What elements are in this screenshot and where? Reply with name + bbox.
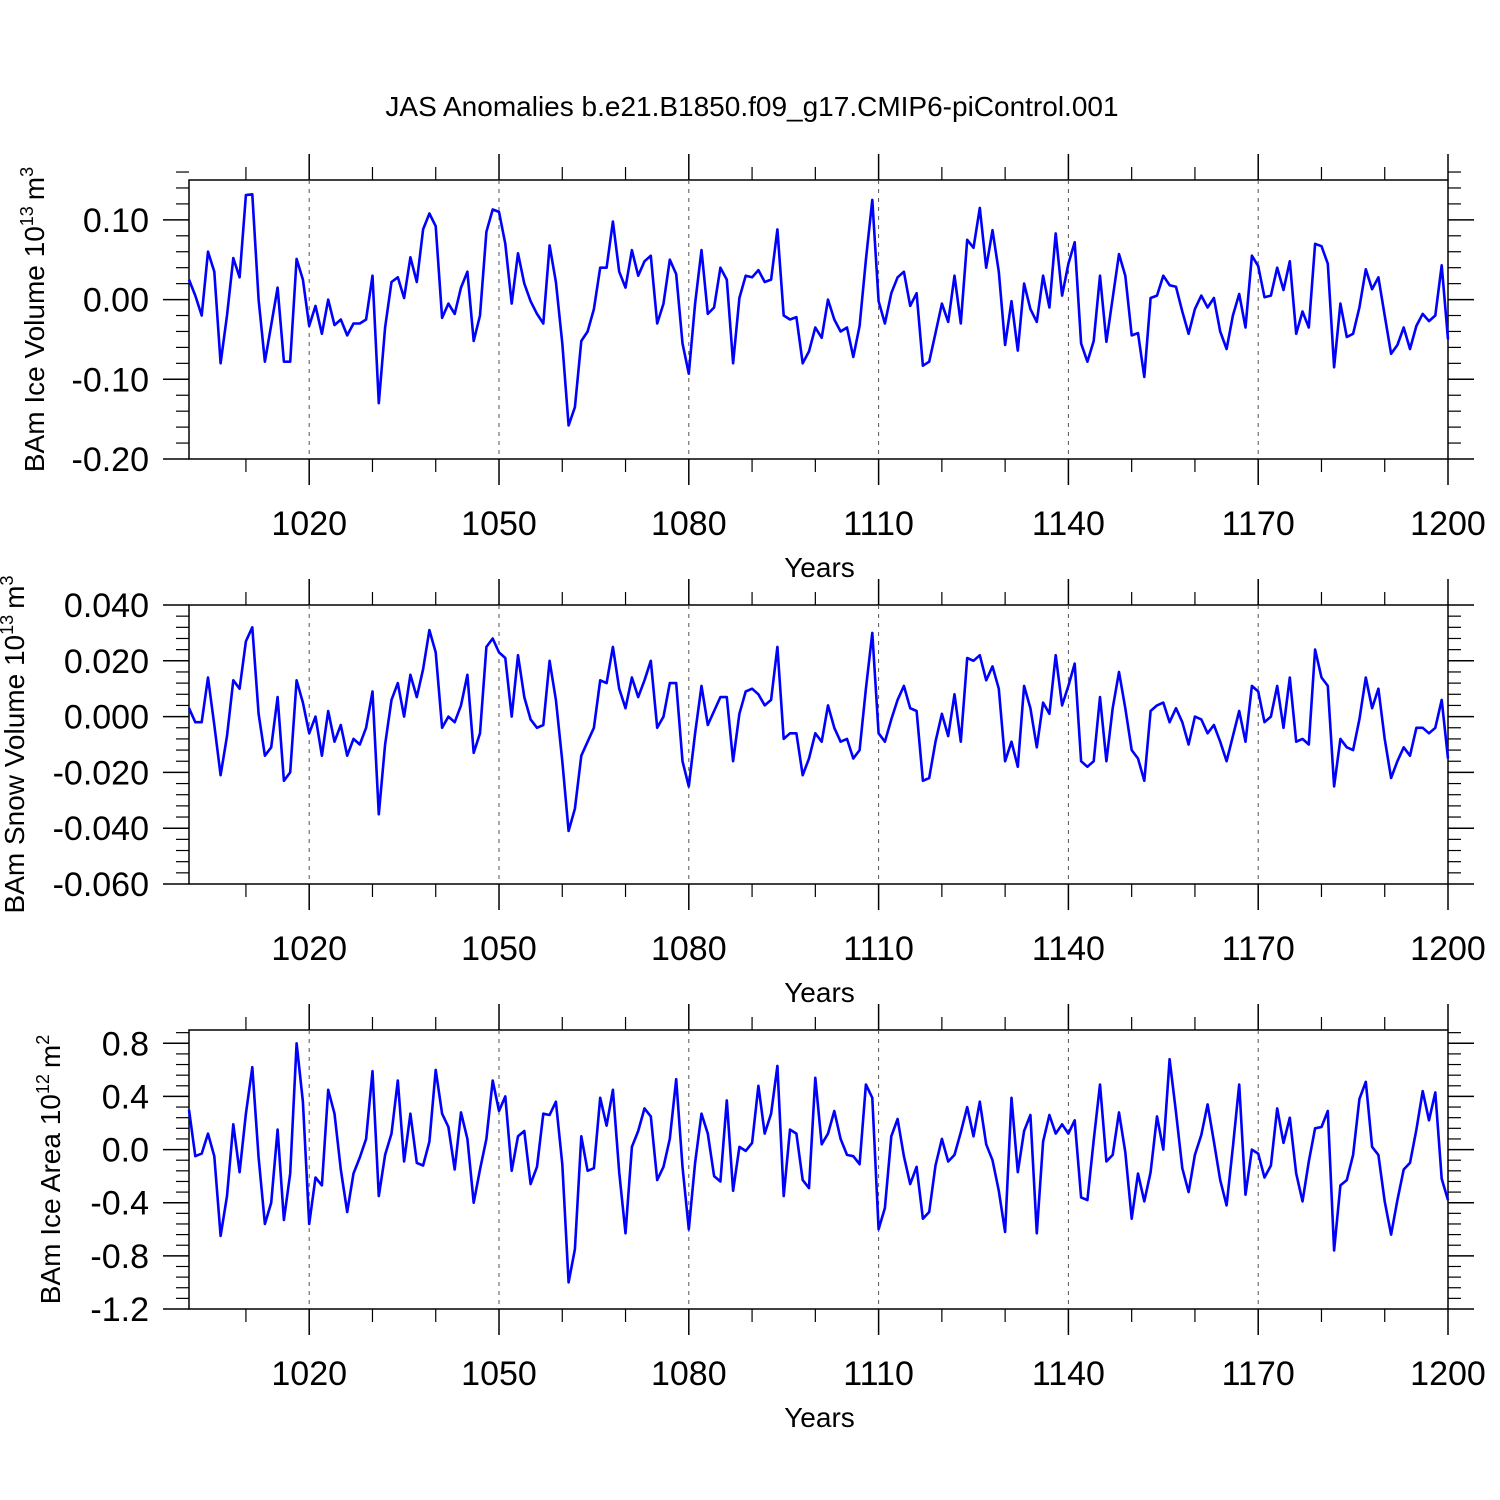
y-tick-label: 0.020: [64, 643, 149, 681]
x-tick-label: 1140: [1032, 505, 1105, 543]
y-label-text: BAm Ice Area 10: [35, 1094, 66, 1304]
y-tick-label: -0.4: [90, 1185, 149, 1223]
panel-snow-volume: 1020 1050 1080 1110 1140 1170 1200 0.040 0.020 0.…: [0, 576, 1486, 1008]
y-label-text: BAm Snow Volume 10: [0, 635, 30, 914]
x-tick-label: 1020: [271, 930, 347, 968]
x-tick-label: 1170: [1222, 505, 1295, 543]
y-tick-label: -0.040: [53, 810, 149, 848]
y-axis-label: BAm Snow Volume 1013 m3: [0, 576, 30, 914]
x-tick-label: 1140: [1032, 930, 1105, 968]
x-tick-label: 1050: [461, 505, 537, 543]
series-line-ice-volume: [187, 193, 1450, 427]
x-tick-label: 1050: [461, 1355, 537, 1393]
y-label-text: BAm Ice Volume 10: [19, 226, 50, 472]
y-label-unit: m: [19, 177, 50, 200]
y-tick-label: -0.020: [53, 754, 149, 792]
x-axis-label: Years: [784, 977, 855, 1008]
y-tick-label: 0.000: [64, 699, 149, 737]
x-tick-label: 1020: [271, 505, 347, 543]
y-tick-label: 0.040: [64, 587, 149, 625]
y-tick-label: 0.0: [102, 1132, 149, 1170]
y-tick-label: -0.060: [53, 866, 149, 904]
y-tick-label: 0.10: [83, 202, 149, 240]
x-tick-label: 1080: [651, 505, 727, 543]
y-label-unit-exponent: 3: [0, 576, 17, 586]
x-tick-label: 1200: [1410, 1355, 1486, 1393]
x-tick-label: 1200: [1410, 505, 1486, 543]
y-axis-label: BAm Ice Volume 1013 m3: [17, 167, 50, 472]
plot-frame: [188, 1029, 1449, 1310]
series-line-ice-area: [187, 1042, 1450, 1284]
y-label-unit: m: [0, 586, 30, 609]
y-label-exponent: 12: [33, 1074, 53, 1094]
x-tick-label: 1110: [843, 505, 914, 543]
x-tick-label: 1170: [1222, 930, 1295, 968]
x-tick-label: 1050: [461, 930, 537, 968]
x-tick-label: 1200: [1410, 930, 1486, 968]
y-label-unit-exponent: 2: [33, 1035, 53, 1045]
plot-frame: [188, 179, 1449, 460]
x-tick-label: 1020: [271, 1355, 347, 1393]
x-tick-label: 1080: [651, 930, 727, 968]
x-tick-label: 1080: [651, 1355, 727, 1393]
y-axis-label: BAm Ice Area 1012 m2: [33, 1035, 66, 1304]
x-tick-label: 1140: [1032, 1355, 1105, 1393]
panel-ice-volume: 1020 1050 1080 1110 1140 1170 1200 0.10 0.00 -0.1…: [17, 154, 1486, 583]
y-label-unit: m: [35, 1045, 66, 1068]
y-tick-label: 0.4: [102, 1078, 149, 1116]
x-tick-label: 1110: [843, 930, 914, 968]
y-tick-label: -1.2: [90, 1291, 149, 1329]
y-tick-label: 0.8: [102, 1025, 149, 1063]
y-label-unit-exponent: 3: [17, 167, 37, 177]
x-axis-label: Years: [784, 552, 855, 583]
plot-frame: [188, 604, 1449, 885]
y-tick-label: 0.00: [83, 282, 149, 320]
y-tick-label: -0.10: [72, 361, 150, 399]
y-tick-label: -0.20: [72, 441, 150, 479]
y-label-exponent: 13: [17, 206, 37, 226]
panel-ice-area: 1020 1050 1080 1110 1140 1170 1200 0.8 0.4 0.0 -0.…: [33, 1004, 1486, 1433]
series-line-snow-volume: [187, 625, 1450, 833]
y-label-exponent: 13: [0, 615, 17, 635]
y-tick-label: -0.8: [90, 1238, 149, 1276]
x-tick-label: 1170: [1222, 1355, 1295, 1393]
x-tick-label: 1110: [843, 1355, 914, 1393]
figure-title: JAS Anomalies b.e21.B1850.f09_g17.CMIP6-…: [385, 91, 1118, 122]
x-axis-label: Years: [784, 1402, 855, 1433]
